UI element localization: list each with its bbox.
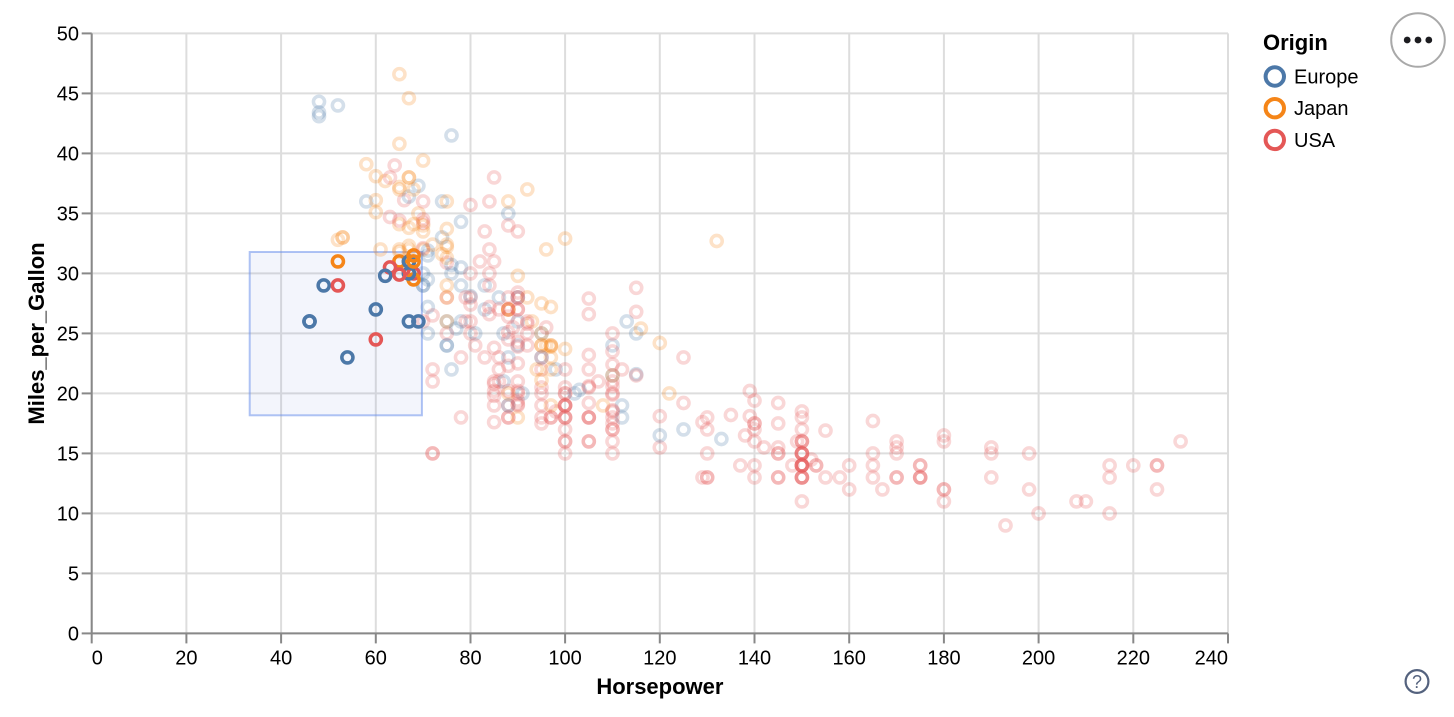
svg-text:0: 0 xyxy=(92,648,103,670)
svg-text:Miles_per_Gallon: Miles_per_Gallon xyxy=(24,242,49,424)
svg-text:200: 200 xyxy=(1022,648,1055,670)
svg-text:5: 5 xyxy=(68,563,79,585)
svg-text:25: 25 xyxy=(57,323,79,345)
svg-text:180: 180 xyxy=(927,648,960,670)
svg-text:60: 60 xyxy=(365,648,387,670)
svg-text:45: 45 xyxy=(57,83,79,105)
svg-text:140: 140 xyxy=(738,648,771,670)
svg-text:50: 50 xyxy=(57,23,79,45)
svg-text:15: 15 xyxy=(57,443,79,465)
svg-text:0: 0 xyxy=(68,623,79,645)
svg-text:Japan: Japan xyxy=(1294,98,1349,120)
svg-text:Europe: Europe xyxy=(1294,67,1359,89)
svg-text:40: 40 xyxy=(57,143,79,165)
svg-text:Origin: Origin xyxy=(1263,30,1328,55)
svg-text:20: 20 xyxy=(57,383,79,405)
svg-text:160: 160 xyxy=(833,648,866,670)
svg-text:USA: USA xyxy=(1294,130,1336,152)
svg-text:80: 80 xyxy=(459,648,481,670)
svg-text:120: 120 xyxy=(643,648,676,670)
svg-text:35: 35 xyxy=(57,203,79,225)
svg-text:10: 10 xyxy=(57,503,79,525)
svg-text:40: 40 xyxy=(270,648,292,670)
svg-text:30: 30 xyxy=(57,263,79,285)
svg-text:100: 100 xyxy=(548,648,581,670)
svg-text:?: ? xyxy=(1412,672,1422,692)
svg-text:Horsepower: Horsepower xyxy=(596,674,724,699)
svg-text:240: 240 xyxy=(1195,648,1228,670)
svg-text:220: 220 xyxy=(1117,648,1150,670)
svg-text:20: 20 xyxy=(175,648,197,670)
